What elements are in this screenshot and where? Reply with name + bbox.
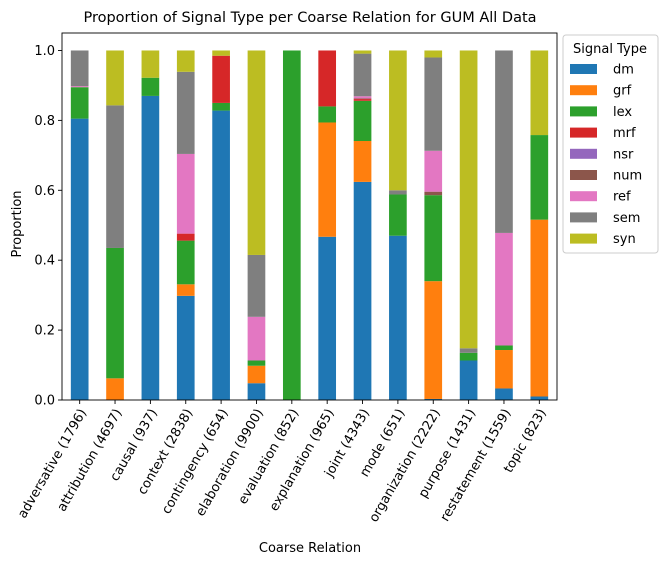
x-axis-label: Coarse Relation	[259, 541, 361, 556]
bar-segment-grf-3	[176, 284, 195, 296]
bar-segment-dm-8	[353, 181, 372, 400]
plot-area	[61, 32, 558, 401]
y-tick-label: 1.0	[34, 44, 55, 59]
bar-segment-mrf-8	[353, 99, 372, 101]
bar-segment-sem-3	[176, 71, 195, 154]
legend-label-lex: lex	[613, 105, 632, 120]
y-tick-label: 0.4	[34, 254, 55, 269]
bar-segment-lex-9	[389, 194, 407, 236]
bar-segment-dm-7	[318, 236, 337, 400]
bar-segment-ref-0	[70, 86, 89, 88]
bar-segment-grf-7	[318, 122, 337, 237]
bar-segment-lex-2	[141, 77, 160, 96]
bar-segment-sem-11	[459, 348, 478, 353]
bar-segment-mrf-7	[318, 50, 337, 107]
bar-segment-syn-2	[141, 50, 160, 78]
bar-segment-ref-10	[424, 150, 443, 192]
bar-segment-grf-13	[530, 219, 549, 397]
legend-label-grf: grf	[613, 84, 632, 99]
bar-segment-syn-13	[530, 50, 549, 136]
bar-segment-sem-8	[353, 53, 372, 97]
legend: Signal Type dm grf lex mrf nsr num ref sem syn	[562, 34, 659, 254]
bar-segment-grf-1	[106, 378, 124, 400]
bar-segment-syn-4	[212, 50, 230, 56]
bar-segment-grf-5	[247, 365, 266, 384]
legend-swatch-mrf	[570, 127, 597, 138]
legend-label-dm: dm	[613, 63, 634, 78]
bar-segment-lex-7	[318, 106, 337, 123]
legend-swatch-ref	[570, 191, 597, 202]
bar-segment-ref-8	[353, 96, 372, 99]
legend-swatch-sem	[570, 212, 597, 223]
y-tick-label: 0.0	[34, 394, 55, 409]
legend-swatch-lex	[570, 106, 597, 117]
legend-label-nsr: nsr	[613, 147, 634, 162]
y-tick-label: 0.6	[34, 184, 55, 199]
legend-swatch-grf	[570, 85, 597, 96]
bar-segment-lex-1	[106, 247, 124, 379]
chart-title: Proportion of Signal Type per Coarse Rel…	[83, 10, 536, 26]
bar-segment-syn-8	[353, 50, 372, 54]
bar-segment-dm-2	[141, 95, 160, 400]
legend-label-syn: syn	[613, 232, 636, 247]
bar-segment-sem-5	[247, 254, 266, 317]
legend-label-ref: ref	[613, 190, 631, 205]
legend-swatch-syn	[570, 233, 597, 244]
bar-segment-num-10	[424, 191, 443, 196]
bar-segment-syn-10	[424, 50, 443, 58]
bar-segment-lex-8	[353, 100, 372, 142]
bar-segment-lex-0	[70, 87, 89, 119]
bar-segment-lex-3	[176, 240, 195, 285]
bar-segment-mrf-4	[212, 55, 230, 103]
legend-swatch-dm	[570, 64, 597, 74]
y-tick-label: 0.8	[34, 114, 55, 129]
bar-segment-dm-9	[389, 235, 407, 400]
bar-segment-syn-11	[459, 50, 478, 349]
bar-segment-mrf-3	[176, 233, 195, 241]
bar-segment-lex-5	[247, 360, 266, 366]
bar-segment-num-8	[353, 98, 372, 100]
bar-segment-lex-12	[495, 345, 513, 351]
bar-segment-lex-10	[424, 195, 443, 282]
y-axis-label: Proportion	[10, 190, 25, 257]
bar-segment-sem-9	[389, 190, 407, 195]
bar-segment-dm-0	[70, 118, 89, 400]
bar-segment-dm-10	[424, 398, 443, 400]
bar-segment-lex-4	[212, 102, 230, 111]
plot-frame	[61, 32, 558, 401]
legend-label-mrf: mrf	[613, 126, 636, 141]
bar-segment-grf-8	[353, 141, 372, 182]
bar-segment-sem-10	[424, 57, 443, 151]
bar-segment-dm-12	[495, 388, 513, 400]
bar-segment-syn-3	[176, 50, 195, 72]
bar-segment-syn-1	[106, 50, 124, 106]
bar-segment-dm-4	[212, 110, 230, 400]
bar-segment-lex-6	[282, 50, 301, 400]
legend-label-sem: sem	[613, 211, 640, 226]
bar-segment-dm-13	[530, 396, 549, 400]
bar-segment-grf-10	[424, 281, 443, 399]
bar-segment-sem-1	[106, 105, 124, 248]
bar-segment-dm-11	[459, 360, 478, 400]
legend-swatch-num	[570, 170, 597, 180]
y-axis-ticks: 0.0 0.2 0.4 0.6 0.8 1.0	[34, 44, 62, 409]
legend-label-num: num	[613, 169, 642, 184]
legend-swatch-nsr	[570, 148, 597, 159]
bar-segment-ref-12	[495, 232, 513, 346]
bar-segment-ref-5	[247, 316, 266, 361]
bar-segment-grf-12	[495, 350, 513, 389]
bar-segment-lex-11	[459, 352, 478, 361]
bar-segment-dm-5	[247, 383, 266, 400]
bar-segment-ref-3	[176, 153, 195, 234]
bar-segment-sem-0	[70, 50, 89, 87]
bar-segment-sem-12	[495, 50, 513, 233]
bar-segment-lex-13	[530, 135, 549, 220]
y-tick-label: 0.2	[34, 324, 55, 339]
bar-segment-dm-3	[176, 295, 195, 400]
bar-segment-syn-9	[389, 50, 407, 191]
legend-title: Signal Type	[573, 42, 647, 57]
bar-segment-syn-5	[247, 50, 266, 255]
